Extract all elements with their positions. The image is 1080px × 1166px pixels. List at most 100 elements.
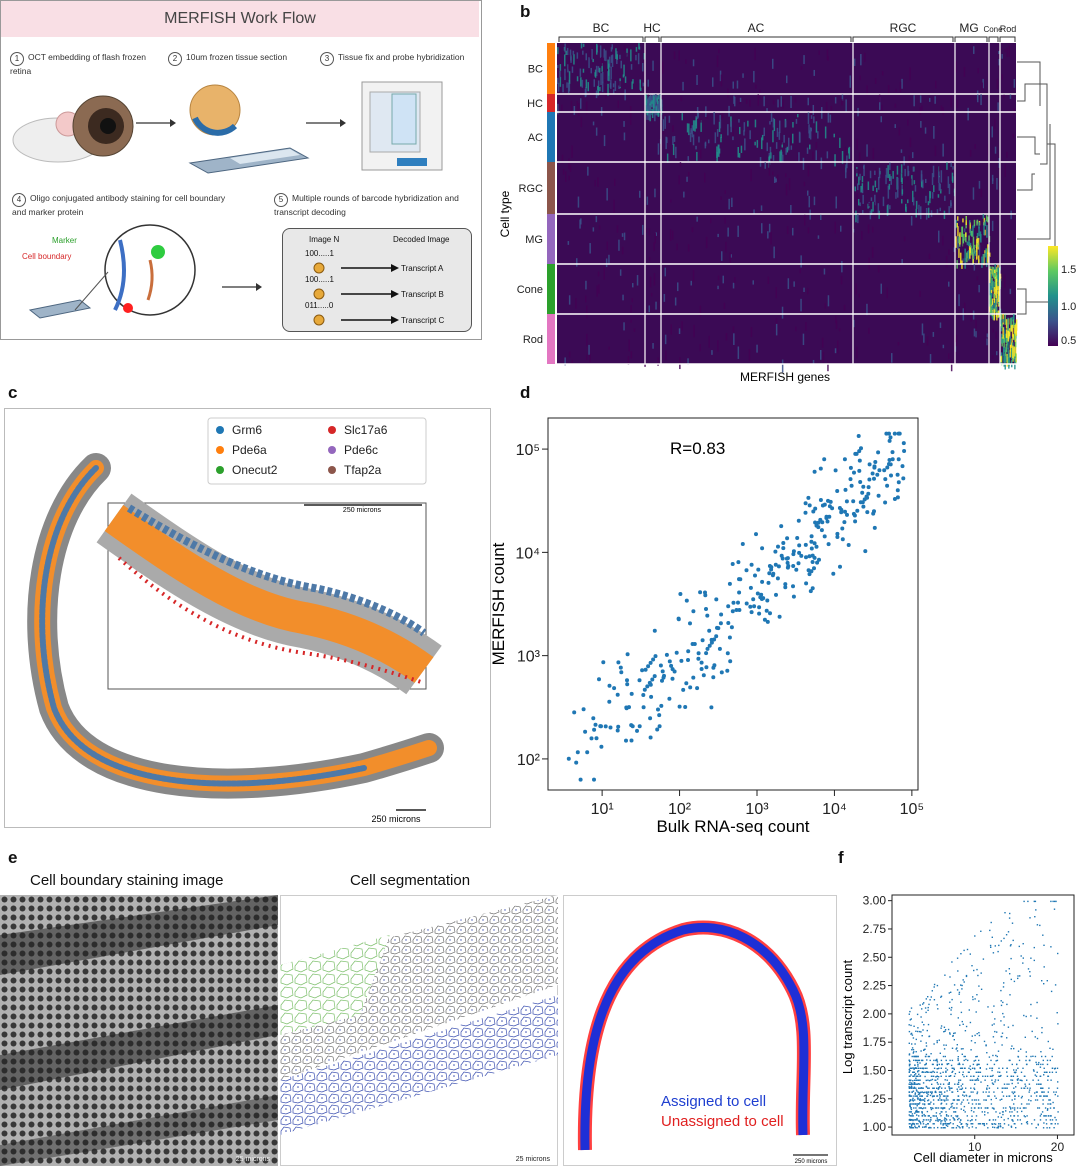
heatmap-grid xyxy=(557,43,1018,373)
cloud-point xyxy=(913,1123,915,1125)
cloud-point xyxy=(1034,1055,1037,1058)
cloud-point xyxy=(962,1127,964,1129)
workflow-step-3: 3 Tissue fix and probe hybridization xyxy=(320,52,475,66)
cloud-point xyxy=(1052,900,1054,903)
cloud-point xyxy=(920,1123,922,1125)
cloud-point xyxy=(936,1081,938,1084)
cloud-point xyxy=(1041,1031,1043,1034)
cloud-point xyxy=(933,1103,935,1105)
cloud-point xyxy=(944,1117,946,1119)
cloud-point xyxy=(961,984,963,987)
cloud-point xyxy=(1022,1107,1025,1109)
cloud-point xyxy=(910,1033,912,1035)
cloud-point xyxy=(927,1099,929,1102)
cloud-point xyxy=(936,1041,938,1044)
cloud-point xyxy=(958,1062,960,1064)
cloud-point xyxy=(925,1062,927,1065)
cloud-point xyxy=(960,1108,962,1110)
cloud-point xyxy=(912,1099,914,1101)
scatter-point xyxy=(705,613,710,618)
cloud-point xyxy=(914,1074,916,1076)
scatter-point xyxy=(856,434,861,438)
cloud-point xyxy=(969,1021,972,1024)
gene-group-mg: MG xyxy=(959,21,978,35)
cloud-point xyxy=(940,1107,942,1109)
cloud-point xyxy=(931,990,933,992)
cloud-point xyxy=(1038,1107,1041,1109)
cloud-point xyxy=(1006,1087,1008,1089)
cloud-point xyxy=(999,1075,1001,1077)
cloud-point xyxy=(1011,1119,1013,1121)
cloud-point xyxy=(929,1094,932,1097)
cloud-point xyxy=(913,1107,915,1109)
scatter-point xyxy=(736,560,741,565)
cloud-point xyxy=(1050,1123,1052,1125)
scatter-point xyxy=(796,561,801,566)
cloud-point xyxy=(928,1127,930,1129)
cloud-point xyxy=(919,1087,922,1089)
cloud-point xyxy=(1041,1027,1043,1029)
cloud-point xyxy=(1024,1085,1027,1087)
cloud-point xyxy=(940,1091,943,1093)
scatter-point xyxy=(658,663,663,668)
cloud-point xyxy=(944,1087,946,1089)
f-y-tick: 3.00 xyxy=(863,894,887,908)
scatter-point xyxy=(683,705,688,709)
cloud-point xyxy=(923,1024,925,1026)
cell-type-label-2: AC xyxy=(528,132,543,144)
cloud-point xyxy=(983,1099,985,1101)
segmentation-image: 25 microns xyxy=(280,895,558,1166)
cloud-point xyxy=(921,1099,924,1101)
cloud-point xyxy=(1026,1087,1029,1089)
scatter-point xyxy=(848,477,853,482)
cloud-point xyxy=(936,1058,938,1061)
scatter-point xyxy=(715,625,719,630)
scatter-point xyxy=(753,573,757,578)
cloud-point xyxy=(925,1071,927,1073)
legend-label-pde6a: Pde6a xyxy=(232,443,267,457)
cloud-point xyxy=(1041,1091,1044,1093)
cloud-point xyxy=(974,1107,976,1109)
cloud-point xyxy=(1036,1091,1038,1093)
cloud-point xyxy=(918,1093,921,1095)
scatter-point xyxy=(811,509,816,514)
cloud-point xyxy=(964,1111,966,1113)
cloud-point xyxy=(958,1071,961,1073)
cloud-point xyxy=(1000,1074,1002,1077)
cloud-point xyxy=(954,1073,957,1075)
scatter-point xyxy=(859,446,863,451)
cloud-point xyxy=(960,984,962,986)
cloud-point xyxy=(916,1119,918,1121)
cloud-point xyxy=(998,1075,1000,1077)
cloud-point xyxy=(940,1102,943,1104)
cloud-point xyxy=(920,1016,922,1018)
scatter-point xyxy=(777,614,782,619)
cloud-point xyxy=(997,950,999,953)
cloud-point xyxy=(993,1107,995,1109)
staining-image: 25 microns xyxy=(0,895,278,1166)
cloud-point xyxy=(927,1071,929,1073)
cloud-point xyxy=(958,991,961,994)
scatter-point xyxy=(759,597,764,601)
scatter-point xyxy=(648,716,653,721)
cloud-point xyxy=(936,1087,938,1089)
retina-section-main xyxy=(27,453,444,799)
cloud-point xyxy=(988,1056,991,1058)
cloud-point xyxy=(974,935,976,937)
cloud-point xyxy=(1036,1037,1039,1040)
cloud-point xyxy=(1017,1115,1019,1117)
cloud-point xyxy=(1004,912,1006,914)
cloud-point xyxy=(938,1119,940,1121)
cloud-point xyxy=(914,1092,917,1094)
cloud-point xyxy=(992,1074,994,1077)
cloud-point xyxy=(946,1069,949,1071)
cloud-point xyxy=(945,1059,947,1062)
scatter-point xyxy=(692,642,697,646)
cloud-point xyxy=(963,1091,966,1093)
cloud-point xyxy=(959,1079,962,1081)
scatter-point xyxy=(774,592,778,597)
cloud-point xyxy=(919,1121,921,1123)
y-tick-label: 10² xyxy=(517,752,541,769)
scatter-point xyxy=(795,536,800,540)
cloud-point xyxy=(1050,1079,1052,1081)
